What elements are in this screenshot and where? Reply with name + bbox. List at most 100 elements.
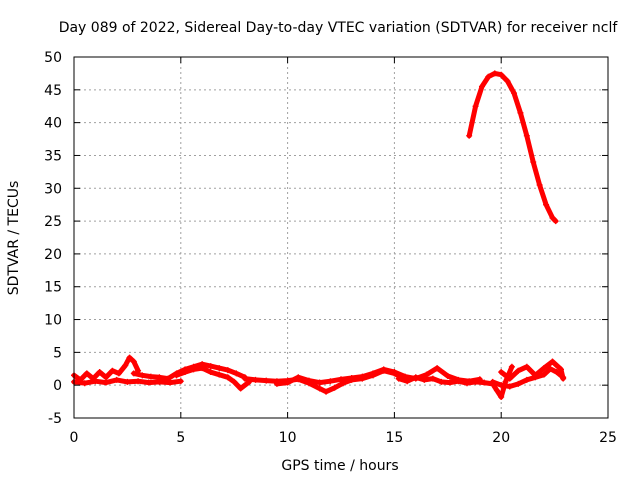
data-point [380,366,387,373]
data-point [81,380,88,387]
y-tick-label: 45 [44,83,62,99]
x-tick-label: 0 [70,430,79,446]
data-point [547,365,554,372]
data-point [147,373,154,380]
data-point [216,365,223,372]
y-tick-label: 35 [44,148,62,164]
data-point [323,388,330,395]
data-point [237,385,244,392]
data-point [464,380,471,387]
grid-lines [74,57,608,418]
data-point [130,358,137,365]
data-point [348,374,355,381]
data-point [182,369,189,376]
data-point [515,380,522,387]
data-point [446,379,453,386]
data-point [331,384,338,391]
data-point [113,376,120,383]
series-low-band-d [174,365,252,391]
data-point [504,78,511,85]
data-point [156,374,163,381]
data-point [83,370,90,377]
data-point [173,372,180,379]
y-tick-label: 0 [53,378,62,394]
data-point [164,375,171,382]
data-point [485,73,492,80]
data-point [515,367,522,374]
data-point [481,379,488,386]
data-point [423,371,430,378]
data-point [498,382,505,389]
data-point [190,366,197,373]
data-point [523,363,530,370]
data-point [359,373,366,380]
data-point [231,378,238,385]
series-low-band-a [71,355,141,383]
x-tick-label: 20 [492,430,510,446]
data-point [543,201,550,208]
data-point [508,363,515,370]
x-tick-label: 5 [176,430,185,446]
data-point [167,379,174,386]
x-tick-label: 25 [599,430,617,446]
data-point [135,378,142,385]
data-point [92,378,99,385]
series-low-band-h [490,366,566,389]
data-point [404,378,411,385]
data-point [295,374,302,381]
data-point [498,393,505,400]
data-point [124,378,131,385]
y-tick-label: 10 [44,313,62,329]
data-point [523,376,530,383]
y-tick-label: 5 [53,345,62,361]
data-point [472,103,479,110]
data-point [532,372,539,379]
data-point [517,109,524,116]
data-point [438,378,445,385]
data-point [395,375,402,382]
data-point [434,365,441,372]
data-point [552,218,559,225]
data-point [429,375,436,382]
data-point [273,380,280,387]
y-tick-label: 50 [44,50,62,66]
data-point [316,379,323,386]
data-point [103,374,110,381]
data-point [511,90,518,97]
data-point [284,379,291,386]
data-point [466,132,473,139]
y-tick-label: 40 [44,116,62,132]
data-point [498,71,505,78]
y-tick-label: -5 [48,411,62,427]
axis-ticks: 0 5 10 15 20 25 -5 0 5 10 15 20 25 30 35 40 45 50 [44,50,617,446]
data-point [560,375,567,382]
data-point [553,369,560,376]
data-point [252,376,259,383]
data-point [109,367,116,374]
data-point [338,376,344,383]
data-point [145,379,152,386]
series-high-arc [466,70,559,224]
y-tick-label: 25 [44,214,62,230]
y-tick-label: 20 [44,247,62,263]
data-point [549,358,556,365]
data-point [305,377,312,384]
x-tick-label: 15 [385,430,403,446]
data-point [96,369,103,376]
data-point [327,378,334,385]
data-point [444,372,451,379]
data-series [71,70,567,400]
data-point [122,362,129,369]
data-point [207,363,214,370]
data-point [478,83,485,90]
series-low-band-g [396,364,515,400]
data-point [177,378,184,385]
data-point [224,367,231,374]
data-point [493,387,500,394]
plot-frame [73,56,609,419]
data-point [549,214,556,221]
data-point [421,376,428,383]
data-point [530,159,537,166]
data-point [491,70,498,77]
